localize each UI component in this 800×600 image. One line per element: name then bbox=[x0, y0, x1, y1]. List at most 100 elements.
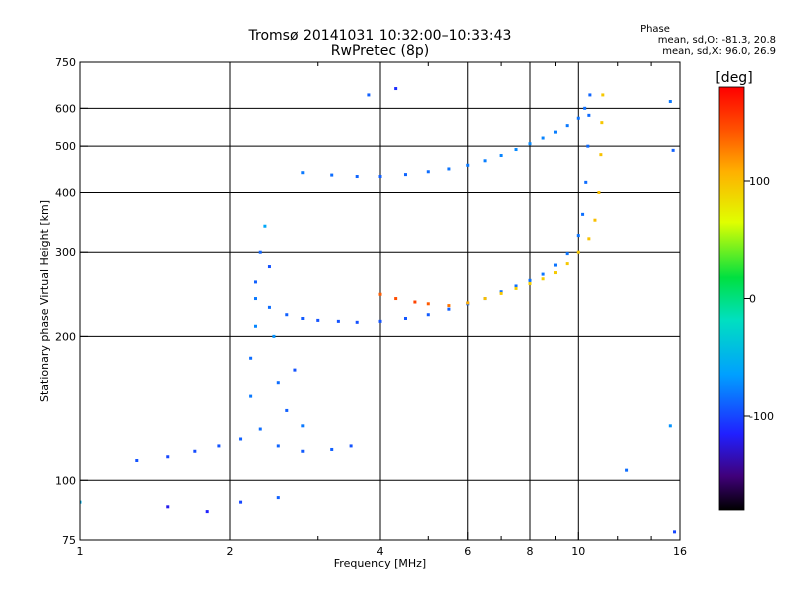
echo-point bbox=[447, 307, 451, 311]
echo-point bbox=[601, 93, 605, 97]
echo-point bbox=[499, 154, 503, 158]
echo-point bbox=[367, 93, 371, 97]
echo-point bbox=[528, 282, 532, 286]
echo-point bbox=[258, 250, 262, 254]
echo-point bbox=[258, 427, 262, 431]
echo-point bbox=[499, 291, 503, 295]
stats-header: Phase bbox=[640, 24, 670, 35]
echo-point bbox=[205, 510, 209, 514]
echo-point bbox=[166, 505, 170, 509]
echo-point bbox=[263, 224, 267, 228]
echo-points bbox=[80, 87, 677, 534]
echo-point bbox=[426, 302, 430, 306]
echo-point bbox=[528, 278, 532, 282]
y-tick-label: 500 bbox=[55, 140, 76, 153]
echo-point bbox=[267, 265, 271, 269]
x-tick-label: 1 bbox=[77, 545, 84, 558]
echo-point bbox=[394, 87, 398, 91]
echo-point bbox=[576, 116, 580, 120]
echo-point bbox=[276, 496, 280, 500]
echo-point bbox=[378, 175, 382, 179]
echo-point bbox=[588, 93, 592, 97]
y-tick-label: 100 bbox=[55, 474, 76, 487]
echo-point bbox=[426, 313, 430, 317]
echo-point bbox=[593, 218, 597, 222]
colorbar-tick-label: -100 bbox=[749, 410, 774, 423]
colorbar-tick-label: 100 bbox=[749, 175, 770, 188]
echo-point bbox=[293, 368, 297, 372]
x-tick-label: 10 bbox=[571, 545, 585, 558]
echo-point bbox=[483, 297, 487, 301]
echo-point bbox=[330, 447, 334, 451]
x-tick-label: 16 bbox=[673, 545, 687, 558]
echo-point bbox=[576, 250, 580, 254]
echo-point bbox=[239, 500, 243, 504]
y-tick-label: 300 bbox=[55, 246, 76, 259]
echo-point bbox=[565, 262, 569, 266]
echo-point bbox=[587, 113, 591, 117]
echo-point bbox=[466, 301, 470, 305]
echo-point bbox=[625, 468, 629, 472]
echo-point bbox=[316, 318, 320, 322]
x-tick-label: 4 bbox=[377, 545, 384, 558]
echo-point bbox=[355, 175, 359, 179]
echo-point bbox=[403, 316, 407, 320]
echo-point bbox=[553, 263, 557, 267]
stats-o-mode: mean, sd,O: -81.3, 20.8 bbox=[658, 35, 776, 46]
echo-point bbox=[239, 437, 243, 441]
echo-point bbox=[447, 167, 451, 171]
echo-point bbox=[673, 530, 677, 534]
y-tick-label: 750 bbox=[55, 56, 76, 69]
echo-point bbox=[671, 148, 675, 152]
echo-point bbox=[553, 271, 557, 275]
echo-point bbox=[403, 173, 407, 177]
echo-point bbox=[447, 304, 451, 308]
echo-point bbox=[301, 316, 305, 320]
echo-point bbox=[249, 394, 253, 398]
echo-point bbox=[483, 159, 487, 163]
echo-point bbox=[267, 305, 271, 309]
grid-lines bbox=[80, 62, 680, 540]
echo-point bbox=[249, 356, 253, 360]
echo-point bbox=[272, 334, 276, 338]
echo-point bbox=[586, 144, 590, 148]
colorbar-unit: [deg] bbox=[715, 70, 752, 86]
colorbar-ticks: 100 0 -100 bbox=[744, 175, 774, 423]
echo-point bbox=[514, 284, 518, 288]
echo-point bbox=[330, 173, 334, 177]
echo-point bbox=[301, 424, 305, 428]
y-tick-label: 600 bbox=[55, 102, 76, 115]
echo-point bbox=[668, 100, 672, 104]
echo-point bbox=[349, 444, 353, 448]
echo-point bbox=[193, 449, 197, 453]
echo-point bbox=[583, 106, 587, 110]
colorbar-tick-label: 0 bbox=[749, 293, 756, 306]
y-tick-label: 200 bbox=[55, 330, 76, 343]
echo-point bbox=[668, 424, 672, 428]
x-tick-label: 8 bbox=[527, 545, 534, 558]
echo-point bbox=[587, 237, 591, 241]
echo-point bbox=[355, 320, 359, 324]
echo-point bbox=[80, 500, 82, 504]
echo-point bbox=[514, 286, 518, 290]
echo-point bbox=[276, 381, 280, 385]
echo-point bbox=[576, 234, 580, 238]
echo-point bbox=[466, 163, 470, 167]
echo-point bbox=[378, 319, 382, 323]
echo-point bbox=[253, 280, 257, 284]
echo-point bbox=[285, 408, 289, 412]
echo-point bbox=[413, 300, 417, 304]
echo-point bbox=[217, 444, 221, 448]
chart-subtitle: RwPretec (8p) bbox=[331, 43, 429, 59]
echo-point bbox=[565, 124, 569, 128]
colorbar bbox=[718, 86, 745, 511]
echo-point bbox=[599, 153, 603, 157]
echo-point bbox=[135, 458, 139, 462]
x-tick-label: 6 bbox=[464, 545, 471, 558]
stats-x-mode: mean, sd,X: 96.0, 26.9 bbox=[662, 46, 776, 57]
echo-point bbox=[553, 130, 557, 134]
echo-point bbox=[565, 252, 569, 256]
echo-point bbox=[541, 136, 545, 140]
echo-point bbox=[499, 290, 503, 294]
